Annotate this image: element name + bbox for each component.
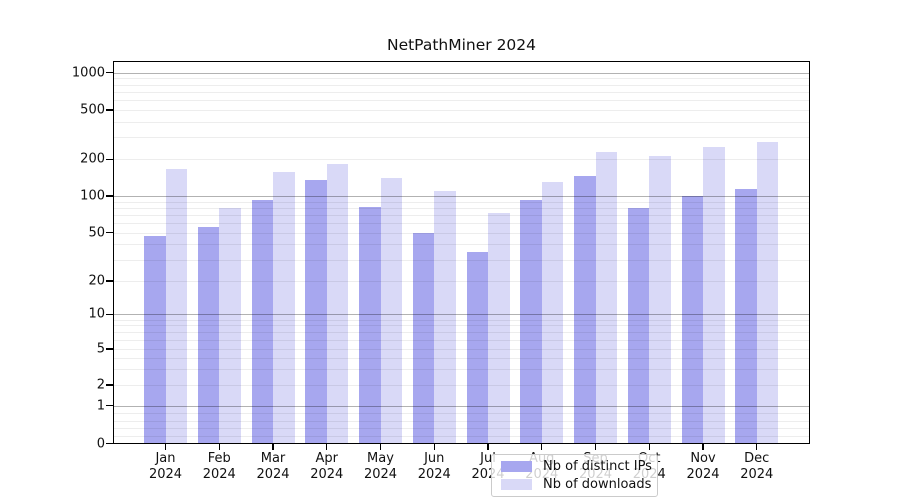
legend-swatch-distinct-ips [501,461,532,472]
bar-downloads-sep [595,151,617,444]
bar-distinct-ips-mar [251,200,273,444]
y-tick-mark [106,442,113,445]
x-tick-mark [702,444,704,450]
legend-swatch-downloads [501,479,532,490]
y-tick-mark [106,195,113,197]
bars-layer [113,61,810,444]
x-tick-mark [326,444,328,450]
y-tick-label: 1 [96,398,105,414]
bar-distinct-ips-jun [412,232,435,444]
x-tick-mark [218,444,220,450]
bar-distinct-ips-may [359,207,381,444]
x-tick-label: Dec 2024 [740,451,774,482]
legend-row: Nb of distinct IPs [501,459,652,474]
x-tick-label: Nov 2024 [686,451,720,482]
y-tick-label: 20 [88,273,105,289]
x-tick-mark [594,444,597,450]
y-tick-mark [106,232,113,234]
bar-distinct-ips-apr [305,180,327,444]
chart-title: NetPathMiner 2024 [386,36,537,54]
x-tick-mark [487,444,489,450]
x-tick-mark [272,444,274,450]
legend: Nb of distinct IPs Nb of downloads [491,454,658,497]
bar-downloads-jun [434,190,456,444]
y-tick-label: 0 [96,436,105,451]
y-tick-mark [106,405,113,407]
y-tick-label: 2 [96,377,105,393]
x-tick-mark [433,444,435,450]
legend-row: Nb of downloads [501,477,652,492]
bar-downloads-oct [649,156,671,444]
bar-distinct-ips-nov [681,196,703,444]
x-tick-label: May 2024 [363,451,398,482]
bar-downloads-jul [488,213,510,444]
y-tick-mark [106,384,113,386]
x-tick-mark [648,444,650,450]
x-tick-label: Mar 2024 [256,451,290,482]
y-tick-label: 10 [88,306,105,322]
y-tick-mark [106,313,113,315]
x-tick-label: Apr 2024 [310,451,344,482]
bar-downloads-jan [165,168,187,444]
x-tick-mark [164,444,167,450]
y-tick-label: 200 [80,151,105,167]
x-tick-mark [756,444,758,450]
bar-downloads-nov [703,147,725,444]
y-tick-mark [106,348,113,350]
x-tick-mark [379,444,382,450]
x-tick-label: Jan 2024 [148,451,183,482]
bar-downloads-dec [756,142,779,444]
bar-downloads-aug [541,182,564,444]
y-tick-mark [106,109,113,111]
bar-distinct-ips-feb [197,226,220,444]
bar-distinct-ips-dec [735,189,757,444]
y-tick-mark [106,158,113,160]
x-tick-label: Jun 2024 [417,451,451,482]
bar-downloads-mar [273,171,295,444]
legend-label: Nb of distinct IPs [543,459,652,474]
legend-label: Nb of downloads [543,477,652,492]
y-tick-label: 5 [96,341,105,357]
bar-distinct-ips-jan [144,235,166,444]
y-tick-label: 500 [80,102,105,118]
bar-distinct-ips-jul [466,251,488,444]
bar-downloads-feb [219,207,241,444]
y-tick-label: 1000 [71,65,105,81]
bar-distinct-ips-aug [520,200,542,444]
y-tick-mark [106,72,113,74]
y-tick-mark [106,280,113,282]
bar-downloads-may [380,178,402,444]
x-tick-mark [541,444,543,450]
plot-area: Nb of distinct IPs Nb of downloads [113,61,810,497]
bar-distinct-ips-oct [627,207,650,444]
x-tick-label: Feb 2024 [202,451,236,482]
y-tick-label: 50 [88,225,105,241]
bar-downloads-apr [326,164,349,444]
bar-distinct-ips-sep [574,175,596,444]
y-tick-label: 100 [80,188,105,204]
